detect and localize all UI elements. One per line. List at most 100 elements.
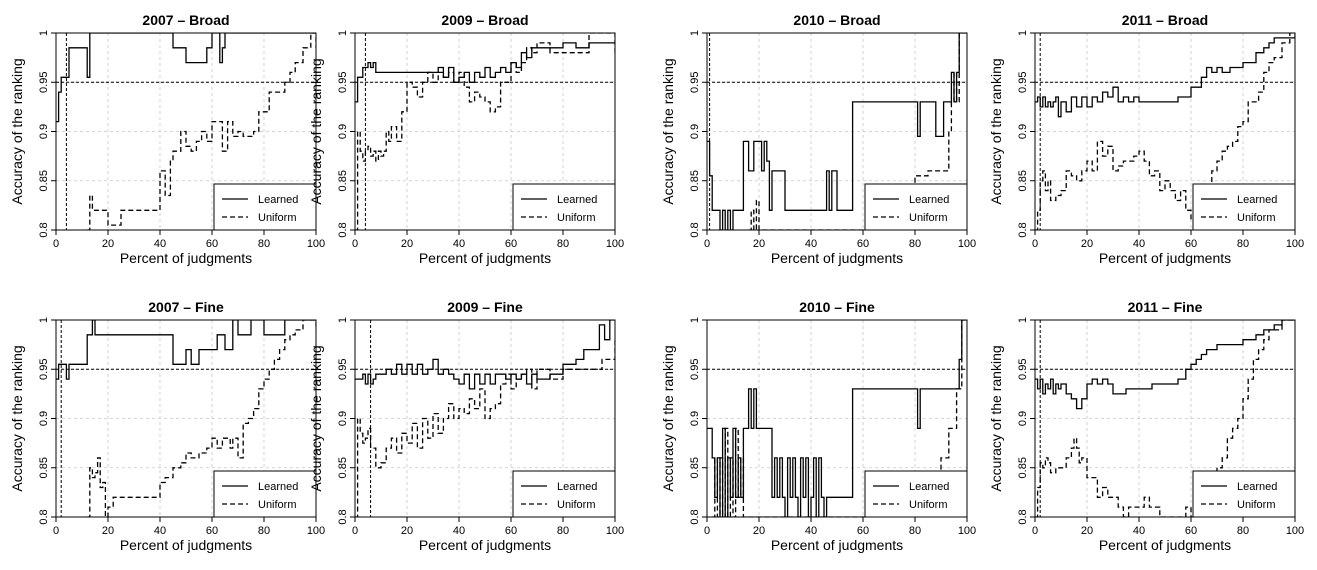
legend: Learned Uniform — [213, 470, 317, 518]
legend-label-learned: Learned — [909, 194, 949, 206]
x-tick-label: 100 — [958, 238, 976, 250]
x-tick-label: 40 — [453, 525, 465, 537]
panel: 2009 – Fine 0 20 40 60 80 100 0.8 0.85 0.9 0.95 1 Pe… — [308, 299, 624, 553]
y-axis-label: Accuracy of the ranking — [9, 345, 25, 491]
legend-box — [512, 183, 616, 231]
y-tick-label: 0.9 — [1017, 411, 1029, 426]
x-tick-label: 40 — [805, 525, 817, 537]
y-tick-label: 1 — [38, 30, 50, 36]
y-axis-label: Accuracy of the ranking — [308, 58, 324, 204]
y-tick-label: 0.9 — [689, 411, 701, 426]
legend: Learned Uniform — [864, 183, 968, 231]
panel-title: 2007 – Fine — [148, 299, 224, 315]
panel-title: 2009 – Broad — [441, 12, 528, 28]
legend-label-uniform: Uniform — [557, 499, 596, 511]
x-tick-label: 100 — [606, 525, 624, 537]
series-line-uniform — [1035, 33, 1295, 230]
legend-label-learned: Learned — [1237, 194, 1277, 206]
legend: Learned Uniform — [213, 183, 317, 231]
series-line-learned — [56, 320, 316, 380]
y-tick-label: 0.8 — [38, 222, 50, 237]
x-axis-label: Percent of judgments — [1099, 250, 1231, 266]
y-axis-label: Accuracy of the ranking — [308, 345, 324, 491]
y-tick-label: 0.9 — [689, 124, 701, 139]
y-tick-label: 0.8 — [1017, 222, 1029, 237]
y-tick-label: 1 — [1017, 30, 1029, 36]
x-tick-label: 40 — [453, 238, 465, 250]
x-tick-label: 40 — [1133, 525, 1145, 537]
legend: Learned Uniform — [512, 183, 616, 231]
panel-title: 2011 – Broad — [1122, 12, 1208, 28]
y-tick-label: 0.8 — [337, 509, 349, 524]
x-tick-label: 60 — [1185, 525, 1197, 537]
x-tick-label: 80 — [258, 238, 270, 250]
y-tick-label: 0.85 — [1017, 170, 1029, 191]
x-tick-label: 20 — [1081, 525, 1093, 537]
x-tick-label: 0 — [704, 525, 710, 537]
x-tick-label: 20 — [401, 525, 413, 537]
y-tick-label: 0.95 — [689, 359, 701, 380]
x-tick-label: 100 — [606, 238, 624, 250]
series-line-uniform — [355, 339, 615, 517]
x-tick-label: 0 — [1032, 238, 1038, 250]
x-tick-label: 60 — [505, 525, 517, 537]
panel-title: 2010 – Broad — [793, 12, 880, 28]
y-tick-label: 1 — [337, 317, 349, 323]
x-tick-label: 100 — [1286, 525, 1304, 537]
legend-label-uniform: Uniform — [1237, 499, 1276, 511]
x-tick-label: 40 — [154, 238, 166, 250]
x-tick-label: 0 — [352, 238, 358, 250]
x-tick-label: 100 — [307, 238, 325, 250]
legend-label-uniform: Uniform — [557, 212, 596, 224]
y-tick-label: 1 — [689, 30, 701, 36]
legend-label-uniform: Uniform — [258, 499, 297, 511]
legend-label-learned: Learned — [1237, 481, 1277, 493]
legend-label-uniform: Uniform — [909, 212, 948, 224]
x-axis-label: Percent of judgments — [120, 250, 252, 266]
y-tick-label: 0.9 — [1017, 124, 1029, 139]
x-tick-label: 60 — [857, 525, 869, 537]
y-tick-label: 0.9 — [337, 124, 349, 139]
y-tick-label: 1 — [689, 317, 701, 323]
legend: Learned Uniform — [1192, 470, 1296, 518]
x-tick-label: 0 — [53, 238, 59, 250]
panel: 2010 – Fine 0 20 40 60 80 100 0.8 0.85 0.9 0.95 1 Pe… — [660, 299, 976, 553]
legend-box — [1192, 183, 1296, 231]
x-tick-label: 80 — [557, 525, 569, 537]
series-line-learned — [56, 33, 316, 123]
x-tick-label: 0 — [352, 525, 358, 537]
y-tick-label: 0.85 — [689, 170, 701, 191]
y-tick-label: 0.95 — [38, 359, 50, 380]
y-tick-label: 0.85 — [1017, 457, 1029, 478]
x-tick-label: 20 — [753, 238, 765, 250]
x-tick-label: 80 — [258, 525, 270, 537]
y-axis-label: Accuracy of the ranking — [660, 58, 676, 204]
y-tick-label: 0.95 — [337, 359, 349, 380]
y-tick-label: 0.95 — [1017, 72, 1029, 93]
y-tick-label: 0.9 — [38, 411, 50, 426]
panel: 2009 – Broad 0 20 40 60 80 100 0.8 0.85 0.9 0.95 1 P… — [308, 12, 624, 266]
panel: 2011 – Fine 0 20 40 60 80 100 0.8 0.85 0.9 0.95 1 Pe… — [988, 299, 1304, 553]
x-tick-label: 60 — [206, 525, 218, 537]
x-tick-label: 80 — [909, 238, 921, 250]
x-tick-label: 0 — [53, 525, 59, 537]
y-tick-label: 0.85 — [38, 457, 50, 478]
panel: 2010 – Broad 0 20 40 60 80 100 0.8 0.85 0.9 0.95 1 P… — [660, 12, 976, 266]
panel: 2007 – Fine 0 20 40 60 80 100 0.8 0.85 0.9 0.95 1 Pe… — [9, 299, 325, 553]
x-axis-label: Percent of judgments — [419, 250, 551, 266]
series-line-uniform — [87, 320, 316, 517]
x-tick-label: 100 — [958, 525, 976, 537]
y-tick-label: 0.85 — [38, 170, 50, 191]
x-tick-label: 100 — [1286, 238, 1304, 250]
x-axis-label: Percent of judgments — [771, 250, 903, 266]
y-tick-label: 0.9 — [38, 124, 50, 139]
x-tick-label: 80 — [557, 238, 569, 250]
x-tick-label: 60 — [1185, 238, 1197, 250]
panel-title: 2007 – Broad — [142, 12, 229, 28]
series-line-learned — [355, 320, 615, 390]
legend-box — [1192, 470, 1296, 518]
y-tick-label: 0.8 — [38, 509, 50, 524]
x-axis-label: Percent of judgments — [120, 537, 252, 553]
y-tick-label: 0.85 — [689, 457, 701, 478]
